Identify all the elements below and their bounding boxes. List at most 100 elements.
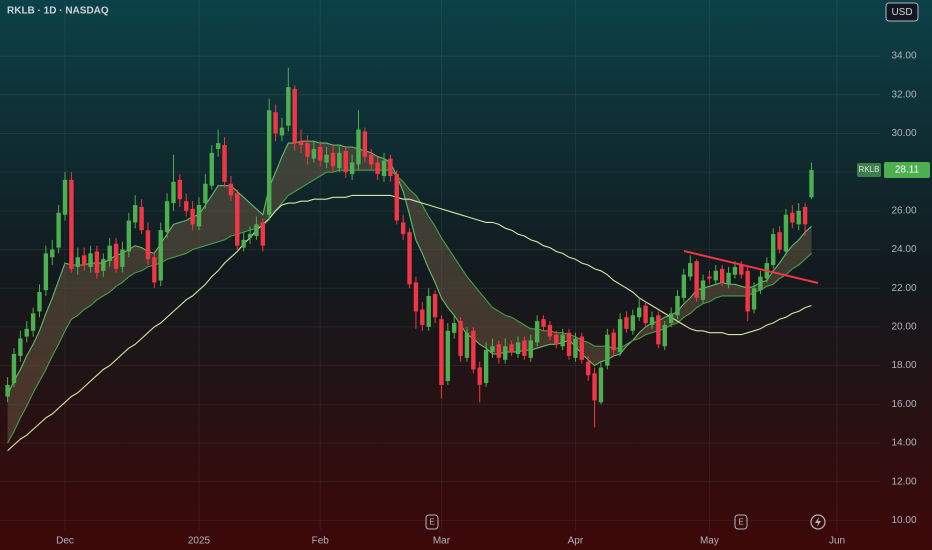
candle-body	[388, 158, 393, 177]
chart-title: RKLB · 1D · NASDAQ	[7, 6, 109, 17]
y-tick-label: 18.00	[891, 360, 916, 371]
candle-body	[369, 154, 374, 165]
candle-body	[330, 152, 336, 167]
candle-body	[656, 315, 661, 345]
alert-icon	[810, 514, 826, 530]
y-tick-label: 16.00	[891, 399, 916, 410]
candle-body	[777, 232, 782, 250]
candle-body	[426, 295, 431, 327]
candle-body	[471, 330, 476, 370]
candle-body	[298, 141, 304, 146]
candle-body	[726, 272, 731, 285]
candle-body	[713, 270, 718, 281]
candle-body	[164, 201, 170, 233]
candle-body	[534, 321, 540, 343]
candle-body	[94, 251, 100, 273]
candle-body	[196, 205, 202, 227]
candle-body	[496, 344, 502, 358]
x-tick-label: Mar	[433, 536, 451, 547]
candle-body	[477, 367, 482, 385]
candle-body	[560, 334, 565, 347]
candle-body	[522, 340, 527, 356]
candle-body	[139, 206, 144, 231]
candle-body	[605, 334, 610, 366]
candle-body	[688, 263, 693, 277]
currency-label[interactable]: USD	[891, 7, 912, 18]
candle-body	[624, 317, 629, 329]
candle-body	[458, 321, 463, 356]
candle-body	[292, 88, 297, 144]
candle-body	[133, 205, 138, 223]
candle-body	[30, 313, 36, 331]
candle-body	[719, 268, 725, 283]
candle-body	[145, 230, 151, 260]
event-marker	[425, 514, 439, 530]
candle-body	[349, 162, 355, 175]
candle-body	[81, 255, 87, 265]
y-tick-label: 20.00	[891, 322, 916, 333]
candle-body	[630, 315, 636, 331]
candle-body	[617, 319, 623, 353]
candle-body	[579, 336, 584, 360]
icon-bolt	[815, 517, 821, 527]
y-tick-label: 34.00	[891, 51, 916, 62]
trend-line	[683, 250, 819, 284]
candle-body	[318, 147, 323, 161]
candle-body	[190, 208, 195, 225]
candle-body	[566, 332, 572, 356]
x-tick-label: 2025	[188, 536, 211, 547]
candle-body	[11, 353, 17, 383]
candle-body	[739, 265, 744, 275]
candle-body	[515, 342, 521, 354]
candle-body	[643, 305, 648, 324]
candle-body	[637, 307, 642, 318]
last-price-label: 28.11	[895, 165, 920, 176]
candle-body	[694, 261, 699, 298]
candle-body	[375, 162, 380, 175]
candle-body	[483, 350, 489, 383]
symbol-badge	[857, 163, 881, 178]
candle-body	[43, 253, 49, 291]
candle-body	[732, 266, 738, 275]
candle-body	[5, 384, 10, 397]
candle-body	[439, 319, 444, 385]
x-tick-label: May	[700, 536, 719, 547]
candle-body	[802, 206, 808, 225]
candle-body	[273, 112, 278, 134]
moving-average	[7, 194, 812, 452]
candle-body	[700, 280, 706, 300]
candle-body	[228, 183, 234, 196]
candle-body	[209, 152, 214, 186]
candle-body	[662, 324, 667, 347]
candle-body	[120, 249, 125, 267]
candle-body	[585, 361, 591, 376]
x-tick-label: Apr	[568, 536, 584, 547]
candle-body	[611, 332, 616, 351]
candle-body	[247, 234, 253, 238]
candle-body	[260, 222, 265, 246]
candle-body	[177, 179, 183, 200]
candle-body	[286, 87, 291, 126]
candle-body	[50, 249, 55, 258]
y-tick-label: 12.00	[891, 476, 916, 487]
candle-body	[554, 334, 559, 345]
candle-body	[381, 160, 387, 177]
candle-body	[668, 313, 674, 324]
candle-body	[152, 257, 157, 283]
y-tick-label: 32.00	[891, 89, 916, 100]
candle-body	[681, 274, 687, 298]
overlay	[683, 250, 826, 530]
candle-body	[37, 292, 42, 312]
candle-body	[796, 210, 801, 225]
candle-body	[573, 338, 578, 358]
y-tick-label: 24.00	[891, 244, 916, 255]
currency-button[interactable]	[885, 2, 919, 22]
candle-body	[158, 230, 163, 281]
candle-body	[126, 220, 132, 252]
candle-body	[464, 332, 470, 358]
candle-body	[75, 257, 80, 267]
candle-body	[324, 154, 329, 163]
candle-body	[222, 145, 227, 182]
candle-body	[790, 212, 795, 223]
